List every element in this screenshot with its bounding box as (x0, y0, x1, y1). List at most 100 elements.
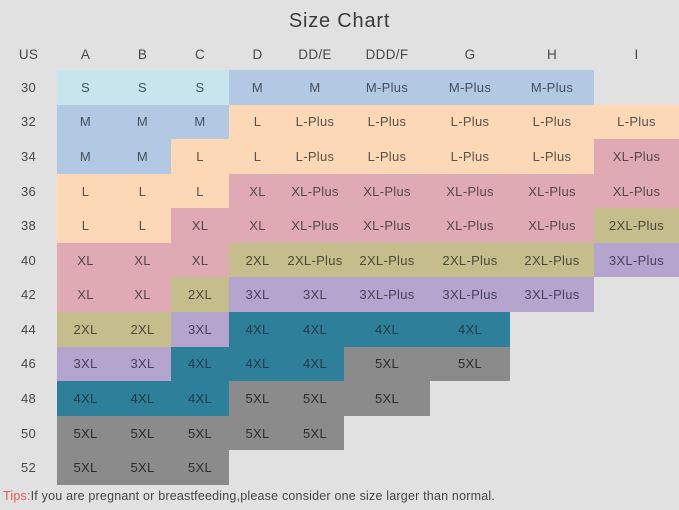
size-cell-46-c: 4XL (171, 346, 229, 382)
empty-cell (594, 312, 679, 347)
size-cell-34-dd-e: L-Plus (286, 139, 344, 174)
size-cell-40-dd-e: 2XL-Plus (286, 242, 344, 278)
size-cell-30-a: S (57, 70, 114, 105)
size-cell-52-a: 5XL (57, 450, 114, 485)
size-cell-50-c: 5XL (171, 415, 229, 451)
column-header-c: C (194, 46, 206, 62)
empty-cell (510, 450, 594, 485)
size-cell-48-c: 4XL (171, 381, 229, 416)
size-cell-32-i: L-Plus (594, 104, 679, 140)
size-cell-32-dd-e: L-Plus (286, 104, 344, 140)
size-cell-40-d: 2XL (229, 242, 286, 278)
size-cell-40-h: 2XL-Plus (510, 242, 594, 278)
size-cell-32-c: M (171, 104, 229, 140)
size-cell-30-b: S (114, 70, 171, 105)
size-cell-30-d: M (229, 70, 286, 105)
size-cell-34-c: L (171, 139, 229, 174)
column-header-d: D (252, 46, 263, 62)
empty-cell (510, 347, 594, 382)
row-header-52: 52 (20, 460, 37, 476)
column-header-ddd-f: DDD/F (365, 46, 409, 62)
column-header-g: G (464, 46, 476, 62)
size-cell-38-h: XL-Plus (510, 208, 594, 243)
empty-cell (510, 312, 594, 347)
size-cell-30-ddd-f: M-Plus (344, 70, 430, 105)
size-cell-48-ddd-f: 5XL (344, 381, 430, 416)
size-cell-38-b: L (114, 208, 171, 243)
size-cell-30-h: M-Plus (510, 70, 594, 105)
size-cell-44-ddd-f: 4XL (344, 312, 430, 347)
tips-note: Tips:If you are pregnant or breastfeedin… (3, 489, 495, 503)
size-cell-50-dd-e: 5XL (286, 415, 344, 451)
size-cell-34-ddd-f: L-Plus (344, 139, 430, 174)
size-cell-32-b: M (114, 104, 171, 140)
size-cell-42-g: 3XL-Plus (430, 277, 510, 313)
size-cell-42-h: 3XL-Plus (510, 277, 594, 313)
empty-cell (594, 416, 679, 451)
row-header-40: 40 (20, 252, 37, 268)
empty-cell (344, 450, 430, 485)
column-header-a: A (80, 46, 91, 62)
empty-cell (594, 277, 679, 312)
column-header-h: H (546, 46, 558, 62)
size-cell-50-a: 5XL (57, 415, 114, 451)
size-cell-46-dd-e: 4XL (286, 346, 344, 382)
size-cell-44-c: 3XL (171, 312, 229, 347)
size-cell-40-b: XL (114, 242, 171, 278)
size-cell-48-b: 4XL (114, 381, 171, 416)
size-cell-34-d: L (229, 139, 286, 174)
size-cell-38-g: XL-Plus (430, 208, 510, 243)
empty-cell (229, 450, 286, 485)
empty-cell (286, 450, 344, 485)
size-cell-38-i: 2XL-Plus (594, 208, 679, 243)
empty-cell (430, 450, 510, 485)
size-cell-44-a: 2XL (57, 312, 114, 347)
empty-cell (594, 347, 679, 382)
column-header-b: B (137, 46, 148, 62)
size-cell-36-h: XL-Plus (510, 173, 594, 209)
empty-cell (430, 416, 510, 451)
empty-cell (430, 381, 510, 416)
size-cell-34-g: L-Plus (430, 139, 510, 174)
row-header-38: 38 (20, 218, 37, 234)
size-cell-36-c: L (171, 173, 229, 209)
empty-cell (510, 416, 594, 451)
size-cell-30-c: S (171, 70, 229, 105)
row-header-46: 46 (20, 356, 37, 372)
empty-cell (510, 381, 594, 416)
size-cell-40-g: 2XL-Plus (430, 242, 510, 278)
size-cell-40-a: XL (57, 242, 114, 278)
tips-text: If you are pregnant or breastfeeding,ple… (30, 489, 496, 503)
size-cell-40-ddd-f: 2XL-Plus (344, 242, 430, 278)
size-cell-36-ddd-f: XL-Plus (344, 173, 430, 209)
size-cell-32-ddd-f: L-Plus (344, 104, 430, 140)
size-cell-46-a: 3XL (57, 346, 114, 382)
size-cell-42-dd-e: 3XL (286, 277, 344, 313)
row-header-32: 32 (20, 114, 37, 130)
size-cell-42-c: 2XL (171, 277, 229, 313)
row-header-42: 42 (20, 287, 37, 303)
empty-cell (594, 381, 679, 416)
size-cell-42-b: XL (114, 277, 171, 313)
size-cell-34-b: M (114, 139, 171, 174)
size-cell-42-a: XL (57, 277, 114, 313)
size-cell-38-c: XL (171, 208, 229, 243)
size-cell-50-b: 5XL (114, 415, 171, 451)
empty-cell (594, 450, 679, 485)
size-cell-52-b: 5XL (114, 450, 171, 485)
column-header-i: I (634, 46, 639, 62)
size-cell-46-b: 3XL (114, 346, 171, 382)
size-cell-38-d: XL (229, 208, 286, 243)
page-title: Size Chart (288, 10, 391, 32)
size-cell-34-h: L-Plus (510, 139, 594, 174)
row-header-50: 50 (20, 425, 37, 441)
column-header-dd-e: DD/E (298, 46, 332, 62)
size-cell-36-dd-e: XL-Plus (286, 173, 344, 209)
size-cell-38-a: L (57, 208, 114, 243)
size-chart-table: US A B C D DD/E DDD/F G H I 30 S S S M M M-Plus M-Plus M-P… (0, 38, 679, 485)
row-header-48: 48 (20, 390, 37, 406)
size-cell-44-d: 4XL (229, 312, 286, 347)
size-cell-32-a: M (57, 104, 114, 140)
size-cell-36-g: XL-Plus (430, 173, 510, 209)
